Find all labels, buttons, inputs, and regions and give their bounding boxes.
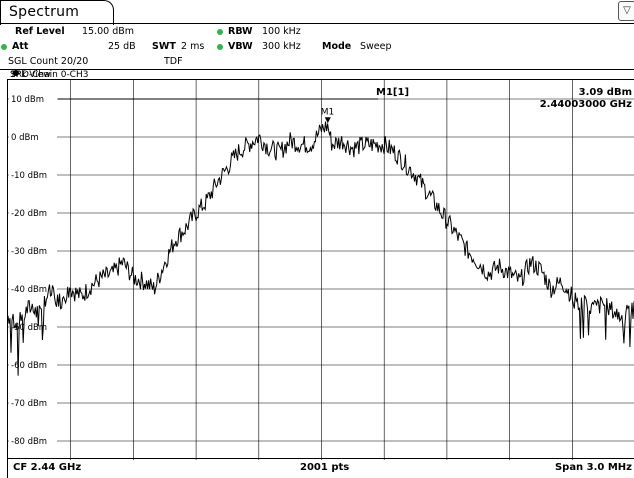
preset-icon[interactable]: ▽ [618,1,634,21]
y-tick-label: 0 dBm [11,133,39,143]
spectrum-tab[interactable]: Spectrum [0,0,114,25]
ref-level-value: 15.00 dBm [82,26,135,37]
swt-value: 2 ms [181,41,205,52]
spectrum-tab-label: Spectrum [9,4,80,20]
rbw-value: 100 kHz [262,26,301,37]
marker-m1: M1 [321,107,335,124]
span: Span 3.0 MHz [554,462,632,473]
y-tick-label-bg [9,283,57,294]
vbw-label: VBW [228,41,253,52]
mode-label: Mode [322,41,352,52]
marker-name: M1 [321,107,335,117]
y-tick-label: -70 dBm [11,399,47,409]
marker-frequency: 2.44003000 GHz [540,99,632,110]
y-tick-label-bg [9,93,57,104]
chain-label: SRD-Chain 0-CH3 [10,70,89,80]
y-tick-label: -80 dBm [11,437,47,447]
swt-label: SWT [152,41,176,52]
marker-triangle [324,117,331,124]
rbw-label: RBW [228,26,253,37]
tdf-label: TDF [164,56,183,67]
y-tick-label: -20 dBm [11,209,47,219]
y-tick-label: -40 dBm [11,285,47,295]
preset-icon-glyph: ▽ [623,5,631,16]
att-value: 25 dB [108,41,136,52]
vbw-value: 300 kHz [262,41,301,52]
spectrum-plot[interactable]: 10 dBm 0 dBm -10 dBm -20 dBm -30 dBm -40 dBm -… [7,79,634,460]
mode-value: Sweep [360,41,392,52]
y-tick-label-bg [9,245,57,256]
att-status-dot [1,44,7,50]
y-tick-label-bg [9,321,57,332]
footer-bar: CF 2.44 GHz 2001 pts Span 3.0 MHz [7,459,634,478]
sweep-points: 2001 pts [300,462,350,473]
header-divider [0,23,634,24]
center-frequency: CF 2.44 GHz [13,462,82,473]
grid [8,80,634,460]
rbw-status-dot [217,29,223,35]
vbw-status-dot [217,44,223,50]
y-tick-label: -50 dBm [11,323,47,333]
y-axis-labels: 10 dBm 0 dBm -10 dBm -20 dBm -30 dBm -40 dBm -… [9,93,57,447]
ref-level-label: Ref Level [15,26,65,37]
spectrum-chart: 10 dBm 0 dBm -10 dBm -20 dBm -30 dBm -40 dBm -… [7,80,634,460]
marker-readout-label: M1[1] [376,87,409,98]
trace-line [7,121,634,376]
marker-level: 3.09 dBm [579,87,632,98]
y-tick-label-bg [9,131,57,142]
y-tick-label-bg [9,359,57,370]
y-tick-label: -60 dBm [11,361,47,371]
y-tick-label-bg [9,169,57,180]
y-tick-label: 10 dBm [11,95,44,105]
trace-dot [13,70,19,76]
sgl-count: SGL Count 20/20 [8,56,89,67]
att-label: Att [12,41,29,52]
y-tick-label-bg [9,397,57,408]
chain-bar: SRD-Chain 0-CH3 1Pk View [0,69,634,80]
trace-label: 1Pk View [10,70,51,80]
y-tick-label: -10 dBm [11,171,47,181]
y-tick-label: -30 dBm [11,247,47,257]
y-tick-label-bg [9,207,57,218]
y-tick-label-bg [9,435,57,446]
